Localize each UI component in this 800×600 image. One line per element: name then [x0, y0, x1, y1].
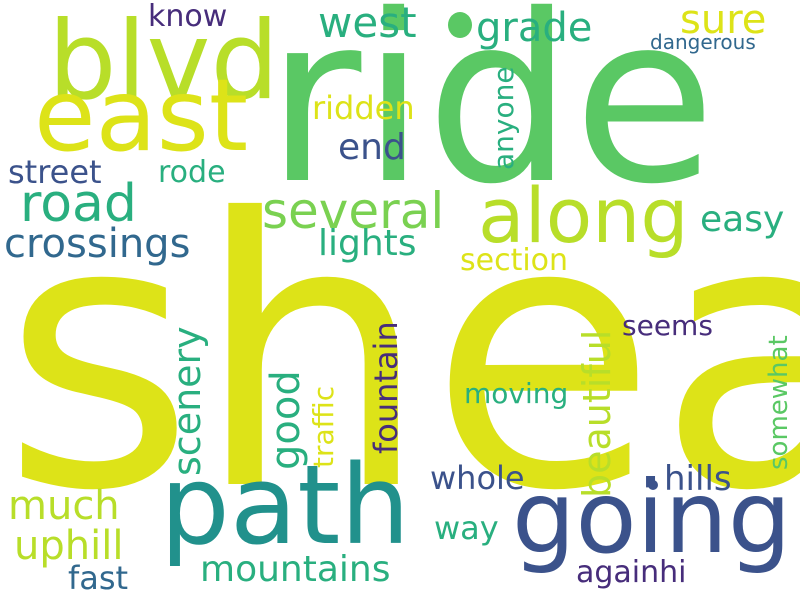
word-ride: ride: [266, 0, 716, 235]
word-fountain: fountain: [367, 321, 405, 454]
word-west: west: [318, 0, 417, 47]
word-good: good: [263, 370, 309, 470]
word-hills: hills: [664, 459, 732, 499]
word-know: know: [148, 0, 228, 34]
word-shea: shea: [2, 142, 800, 572]
word-section: section: [460, 243, 569, 278]
word-blvd: blvd: [48, 0, 280, 124]
word-scenery: scenery: [165, 326, 209, 476]
word-grade-dot: [448, 12, 472, 38]
word-fast: fast: [68, 559, 129, 597]
word-uphill: uphill: [14, 523, 124, 569]
word-mountains: mountains: [200, 549, 391, 590]
word-much: much: [8, 483, 120, 529]
word-somewhat: somewhat: [764, 335, 794, 470]
word-crossings: crossings: [4, 221, 191, 267]
word-way: way: [434, 509, 499, 547]
word-moving: moving: [464, 377, 569, 410]
word-anyone: anyone: [487, 66, 520, 170]
word-end: end: [338, 127, 406, 168]
word-path: path: [160, 441, 411, 569]
word-grade: grade: [476, 5, 593, 51]
word-dangerous: dangerous: [650, 30, 756, 54]
word-whole: whole: [430, 459, 525, 497]
word-rode: rode: [158, 155, 226, 190]
word-road: road: [20, 174, 137, 234]
word-east: east: [34, 57, 249, 174]
word-againhi: againhi: [576, 555, 687, 590]
word-several: several: [262, 182, 445, 240]
word-beautiful: beautiful: [575, 329, 619, 498]
word-seems: seems: [622, 309, 713, 342]
word-traffic: traffic: [307, 385, 340, 468]
word-sure: sure: [680, 0, 767, 43]
word-easy: easy: [700, 199, 785, 240]
word-lights: lights: [318, 223, 417, 264]
word-along: along: [478, 171, 689, 260]
word-street: street: [8, 153, 102, 191]
word-ridden: ridden: [312, 89, 415, 127]
word-hills-dot: [648, 480, 658, 490]
